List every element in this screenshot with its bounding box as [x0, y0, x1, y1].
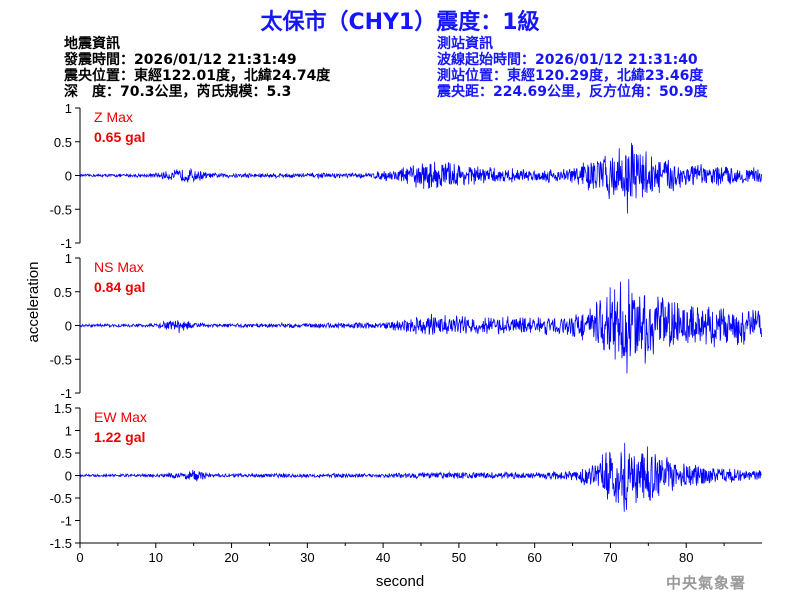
- x-tick-label: 30: [300, 550, 314, 565]
- quake-info-block: 地震資訊 發震時間：2026/01/12 21:31:49 震央位置：東經122…: [64, 36, 330, 100]
- agency-watermark: 中央氣象署: [665, 574, 746, 592]
- x-tick-label: 40: [376, 550, 390, 565]
- station-info-heading: 測站資訊: [437, 36, 493, 52]
- x-tick-label: 10: [149, 550, 163, 565]
- max-label-ew: EW Max: [94, 409, 147, 425]
- y-tick-label-ew: -1: [60, 514, 72, 529]
- x-tick-label: 60: [527, 550, 541, 565]
- station-location: 測站位置：東經120.29度，北緯23.46度: [437, 68, 704, 84]
- x-tick-label: 80: [679, 550, 693, 565]
- y-tick-label-ew: 1: [65, 424, 72, 439]
- station-info-block: 測站資訊 波線起始時間：2026/01/12 21:31:40 測站位置：東經1…: [437, 36, 708, 100]
- max-value-ew: 1.22 gal: [94, 429, 145, 445]
- waveform-ew: [79, 442, 762, 512]
- epicentral-distance: 震央距：224.69公里，反方位角：50.9度: [437, 84, 708, 100]
- quake-location: 震央位置：東經122.01度，北緯24.74度: [64, 68, 331, 84]
- y-tick-label-ns: 1: [65, 251, 72, 266]
- y-tick-label-z: -0.5: [50, 202, 72, 217]
- y-tick-label-ew: 0: [65, 469, 72, 484]
- max-label-ns: NS Max: [94, 259, 144, 275]
- y-tick-label-z: 1: [65, 101, 72, 116]
- quake-depth-magnitude: 深 度：70.3公里，芮氏規模：5.3: [64, 84, 292, 100]
- wave-start-time: 波線起始時間：2026/01/12 21:31:40: [437, 52, 698, 68]
- x-axis-label: second: [376, 573, 424, 590]
- quake-info-heading: 地震資訊: [64, 36, 120, 52]
- x-tick-label: 0: [76, 550, 83, 565]
- x-tick-label: 20: [224, 550, 238, 565]
- y-tick-label-ew: 0.5: [54, 446, 72, 461]
- y-tick-label-z: 0: [65, 169, 72, 184]
- max-label-z: Z Max: [94, 109, 133, 125]
- y-tick-label-ew: -0.5: [50, 491, 72, 506]
- y-tick-label-ns: 0: [65, 319, 72, 334]
- y-tick-label-ns: -1: [60, 386, 72, 401]
- y-tick-label-ns: 0.5: [54, 285, 72, 300]
- y-tick-label-z: 0.5: [54, 135, 72, 150]
- max-value-z: 0.65 gal: [94, 129, 145, 145]
- x-tick-label: 70: [603, 550, 617, 565]
- waveform-ns: [79, 279, 762, 374]
- max-value-ns: 0.84 gal: [94, 279, 145, 295]
- y-tick-label-ew: -1.5: [50, 536, 72, 551]
- chart-title: 太保市（CHY1）震度：1級: [260, 10, 540, 35]
- x-tick-label: 50: [452, 550, 466, 565]
- y-axis-label: acceleration: [25, 262, 42, 343]
- y-tick-label-ew: 1.5: [54, 401, 72, 416]
- y-tick-label-ns: -0.5: [50, 352, 72, 367]
- quake-time: 發震時間：2026/01/12 21:31:49: [64, 52, 297, 68]
- y-tick-label-z: -1: [60, 236, 72, 251]
- waveform-z: [79, 142, 762, 214]
